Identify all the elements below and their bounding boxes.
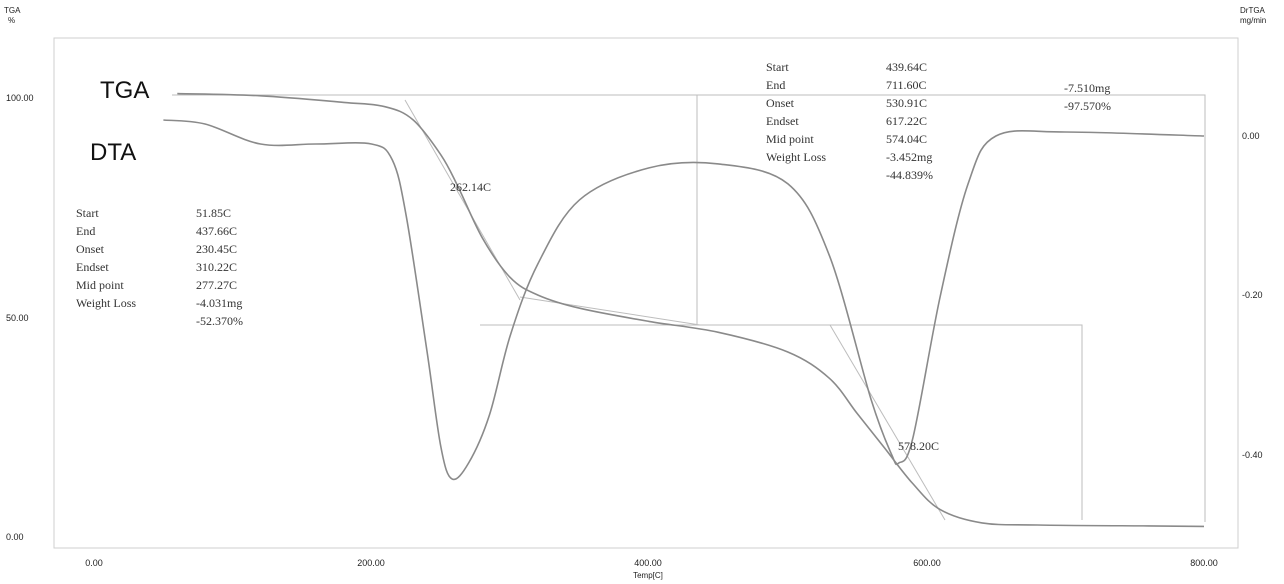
right-axis-label: DrTGA (1240, 6, 1266, 15)
step2-label-2: Onset (766, 96, 795, 110)
step-2-table: Start 439.64C End 711.60C Onset 530.91C … (766, 60, 933, 182)
right-tick-1: -0.20 (1242, 290, 1263, 300)
step2-value-0: 439.64C (886, 60, 927, 74)
analysis-lines (172, 94, 1206, 522)
tga-curve (177, 92, 1205, 528)
peak-1-label: 262.14C (450, 180, 491, 194)
step1-label-3: Endset (76, 260, 109, 274)
step1-label-5: Weight Loss (76, 296, 136, 310)
left-tick-2: 100.00 (6, 93, 34, 103)
x-axis-label: Temp[C] (633, 571, 663, 580)
step2-label-0: Start (766, 60, 789, 74)
x-tick-1: 200.00 (357, 558, 385, 568)
right-axis-unit: mg/min (1240, 16, 1266, 25)
step2-value-1: 711.60C (886, 78, 927, 92)
baseline-1 (519, 296, 701, 326)
step1-value-3: 310.22C (196, 260, 237, 274)
step1-value-6: -52.370% (196, 314, 243, 328)
step-outline-2 (480, 324, 1083, 520)
step2-value-6: -44.839% (886, 168, 933, 182)
x-tick-3: 600.00 (913, 558, 941, 568)
left-tick-1: 50.00 (6, 313, 29, 323)
right-tick-2: -0.40 (1242, 450, 1263, 460)
step1-label-2: Onset (76, 242, 105, 256)
x-tick-0: 0.00 (85, 558, 103, 568)
step1-value-0: 51.85C (196, 206, 231, 220)
step1-value-4: 277.27C (196, 278, 237, 292)
right-tick-0: 0.00 (1242, 131, 1260, 141)
total-mass-loss: -7.510mg (1064, 81, 1110, 95)
step1-value-5: -4.031mg (196, 296, 242, 310)
step2-value-3: 617.22C (886, 114, 927, 128)
step2-label-3: Endset (766, 114, 799, 128)
dta-curve (163, 119, 1205, 481)
step1-label-0: Start (76, 206, 99, 220)
step1-value-2: 230.45C (196, 242, 237, 256)
left-axis-label: TGA (4, 6, 21, 15)
plot-frame (53, 37, 1239, 549)
peak-2-label: 578.20C (898, 439, 939, 453)
step2-value-2: 530.91C (886, 96, 927, 110)
step2-label-5: Weight Loss (766, 150, 826, 164)
left-axis-unit: % (8, 16, 15, 25)
step1-label-1: End (76, 224, 95, 238)
x-tick-4: 800.00 (1190, 558, 1218, 568)
step2-label-4: Mid point (766, 132, 814, 146)
step2-value-5: -3.452mg (886, 150, 932, 164)
step-outline-total (172, 94, 1206, 522)
tga-label: TGA (100, 77, 149, 104)
left-tick-0: 0.00 (6, 532, 24, 542)
step2-label-1: End (766, 78, 785, 92)
step1-value-1: 437.66C (196, 224, 237, 238)
tangent-2 (829, 324, 946, 521)
step1-label-4: Mid point (76, 278, 124, 292)
dta-label: DTA (90, 139, 136, 166)
step2-value-4: 574.04C (886, 132, 927, 146)
x-tick-2: 400.00 (634, 558, 662, 568)
total-percent-loss: -97.570% (1064, 99, 1111, 113)
step-1-table: Start 51.85C End 437.66C Onset 230.45C E… (76, 206, 243, 328)
